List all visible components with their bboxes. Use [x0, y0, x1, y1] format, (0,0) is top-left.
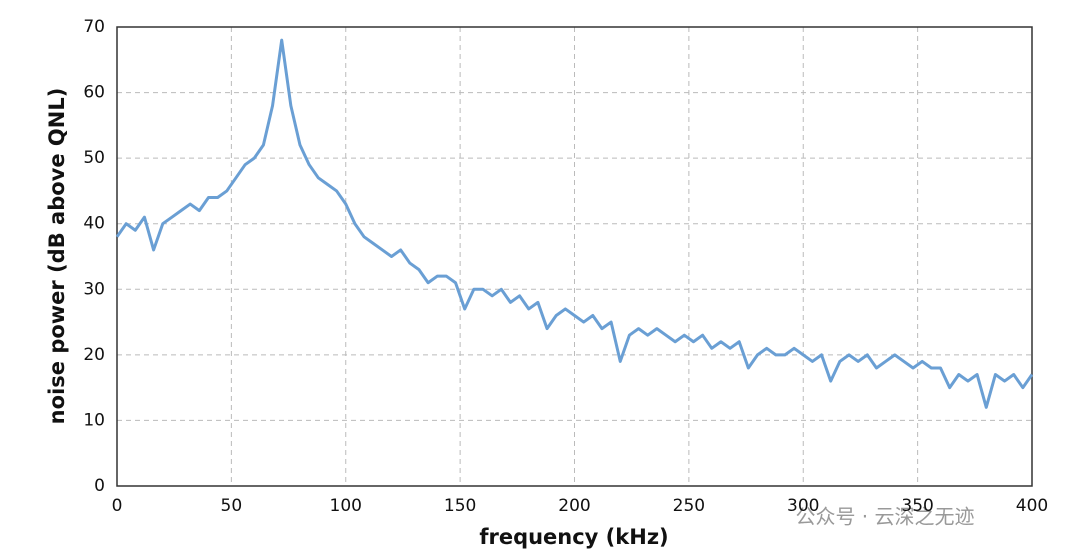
- x-tick-label: 200: [558, 496, 590, 516]
- y-axis-label: noise power (dB above QNL): [45, 88, 69, 425]
- y-tick-label: 50: [83, 148, 105, 168]
- watermark: 公众号 · 云深之无迹: [795, 505, 974, 529]
- y-tick-label: 60: [83, 83, 105, 103]
- y-tick-label: 70: [83, 17, 105, 37]
- y-tick-label: 30: [83, 279, 105, 299]
- x-axis-label: frequency (kHz): [479, 525, 668, 549]
- x-tick-label: 250: [673, 496, 705, 516]
- x-tick-label: 350: [901, 496, 933, 516]
- y-tick-label: 20: [83, 345, 105, 365]
- y-tick-label: 0: [94, 476, 105, 496]
- x-tick-label: 400: [1016, 496, 1048, 516]
- x-tick-label: 150: [444, 496, 476, 516]
- data-line: [115, 38, 1034, 409]
- x-tick-label: 0: [112, 496, 123, 516]
- x-tick-label: 300: [787, 496, 819, 516]
- y-tick-label: 10: [83, 410, 105, 430]
- x-tick-label: 50: [221, 496, 243, 516]
- x-tick-label: 100: [330, 496, 362, 516]
- plot-frame: [116, 26, 1033, 487]
- y-tick-label: 40: [83, 214, 105, 234]
